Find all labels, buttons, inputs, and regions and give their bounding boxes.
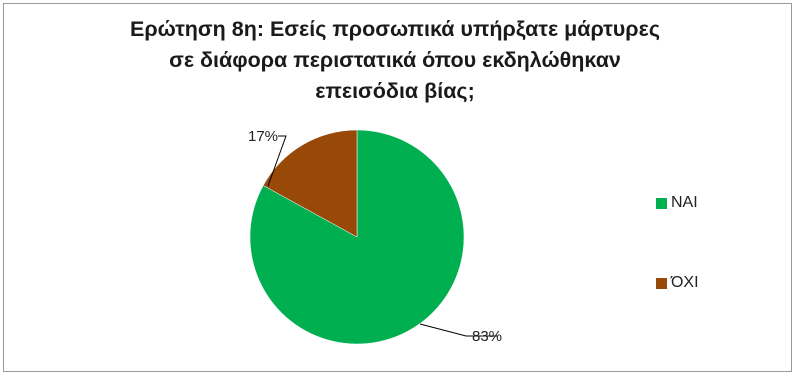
chart-title-line-3: επεισόδια βίας; (315, 79, 475, 103)
leader-line-yes (419, 323, 498, 337)
legend-label-yes: ΝΑΙ (671, 194, 698, 211)
legend-label-no: ΌΧΙ (671, 274, 699, 291)
chart-title-line-2: σε διάφορα περιστατικά όπου εκδηλώθηκαν (169, 48, 621, 72)
data-label-yes: 83% (472, 328, 502, 345)
chart-title: Ερώτηση 8η: Εσείς προσωπικά υπήρξατε μάρ… (80, 14, 710, 107)
legend-swatch-yes (656, 197, 667, 209)
legend-item-no: ΌΧΙ (656, 274, 699, 292)
pie-slice-no (262, 129, 358, 238)
data-label-no: 17% (248, 128, 278, 145)
legend-item-yes: ΝΑΙ (656, 194, 698, 212)
pie-slices (249, 129, 465, 345)
leader-line-no (267, 135, 287, 187)
leader-lines (267, 135, 498, 337)
chart-title-line-1: Ερώτηση 8η: Εσείς προσωπικά υπήρξατε μάρ… (130, 17, 660, 41)
legend-swatch-no (656, 277, 667, 289)
data-labels: 83% 17% (248, 128, 502, 345)
